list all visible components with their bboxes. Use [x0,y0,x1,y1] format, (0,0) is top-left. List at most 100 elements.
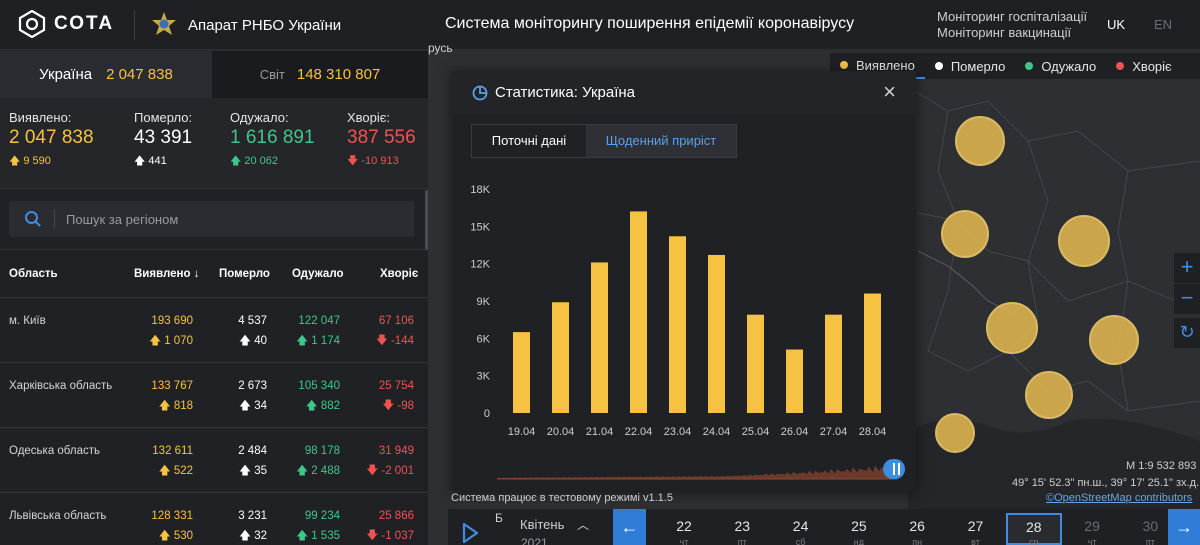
month-year: 2021 [521,536,548,545]
stat-value: 2 047 838 [9,127,94,148]
rnbo-link[interactable]: Апарат РНБО України [150,11,341,39]
died-dot-icon [934,62,943,70]
chart-bar[interactable] [864,293,881,413]
chart-bar[interactable] [591,262,608,413]
chart-bar[interactable] [630,211,647,413]
table-row[interactable]: Харківська область 133 767 🡅 818 2 673 🡅 3… [0,363,428,428]
search-section [0,188,428,250]
month-selector[interactable]: Квітень [520,517,565,532]
vaccination-monitoring-link[interactable]: Моніторинг вакцинації [937,25,1072,40]
zoom-in-button[interactable]: + [1174,253,1200,283]
cell-died: 2 484 🡅 35 [238,445,267,482]
chart-bar[interactable] [552,302,569,413]
col-detected-label: Виявлено [134,268,191,280]
table-row[interactable]: Львівська область 128 331 🡅 530 3 231 🡅 32… [0,493,428,545]
legend-label: Одужало [1041,58,1097,74]
x-tick-label: 27.04 [820,426,848,438]
timeline-weekday: пт [1145,537,1155,545]
legend-recovered[interactable]: Одужало [1015,53,1106,79]
timeline-weekday: сб [795,537,806,545]
reset-view-button[interactable]: ↻ [1174,318,1200,348]
chart-bar[interactable] [513,332,530,413]
scope-world[interactable]: Світ 148 310 807 [212,51,428,98]
timeline-day[interactable]: 26 [909,518,925,534]
cell-recovered: 105 340 🡅 882 [298,380,340,417]
scope-world-label: Світ [259,67,285,82]
cell-value: 105 340 [298,380,340,392]
daily-growth-chart: 0 3K 6K 9K 12K 15K 18K 19.04 20.04 21.04 22.04 23.0… [470,184,886,438]
table-row[interactable]: м. Київ 193 690 🡅 1 070 4 537 🡅 40 122 047… [0,298,428,363]
cell-delta-value: 1 535 [311,530,340,542]
chart-bar[interactable] [669,236,686,413]
arrow-up-icon: 🡅 [158,530,171,542]
timeline-day[interactable]: 30 [1142,518,1159,534]
chart-bar[interactable] [825,314,842,413]
chart-bar[interactable] [747,314,764,413]
search-box[interactable] [9,201,414,237]
timeline-day[interactable]: 24 [792,518,809,534]
stat-label: Хворіє: [347,110,391,125]
scope-ukraine[interactable]: Україна 2 047 838 [0,51,212,98]
zoom-out-button[interactable]: − [1174,284,1200,314]
cell-value: 2 673 [238,380,267,392]
scope-ukraine-label: Україна [39,66,93,83]
system-title: Система моніторингу поширення епідемії к… [445,15,855,32]
timeline-day[interactable]: 27 [967,518,984,534]
cell-delta-value: 1 174 [311,335,340,347]
cell-delta-value: 530 [173,530,193,542]
chevron-up-icon[interactable]: ︿ [577,518,590,532]
cell-value: 25 754 [378,380,414,392]
timeline-day[interactable]: 22 [676,518,692,534]
tab-daily-growth[interactable]: Щоденний приріст [586,125,736,157]
cell-recovered: 98 178 🡅 2 488 [296,445,340,482]
arrow-up-icon: 🡅 [239,465,251,477]
timeline-weekday: чт [679,537,689,545]
search-input[interactable] [66,211,366,227]
cota-logo[interactable]: СОТА [18,10,114,38]
close-icon[interactable]: × [883,79,896,104]
cell-recovered: 99 234 🡅 1 535 [296,510,340,545]
arrow-up-icon: 🡅 [134,155,146,167]
chart-bar[interactable] [786,349,803,413]
x-tick-label: 19.04 [508,426,536,438]
next-days-button[interactable]: → [1168,509,1200,545]
timeline-day[interactable]: 25 [851,518,867,534]
arrow-up-icon: 🡅 [296,335,309,347]
header-divider [134,10,135,40]
chart-bar[interactable] [708,254,725,413]
table-row[interactable]: Одеська область 132 611 🡅 522 2 484 🡅 35 9… [0,428,428,493]
col-recovered[interactable]: Одужало [292,268,344,280]
lang-uk-button[interactable]: UK [1107,17,1126,32]
left-panel-scrollbar[interactable] [425,190,428,250]
cell-delta: 🡅 35 [238,463,267,482]
col-died[interactable]: Померло [219,268,270,280]
search-icon [25,211,41,227]
map-coordinates: 49° 15' 52.3" пн.ш., 39° 17' 25.1" зх.д. [1012,477,1200,489]
map-bubble [935,413,975,453]
cell-delta-value: 35 [254,465,267,477]
hospitalization-monitoring-link[interactable]: Моніторинг госпіталізації [937,9,1088,24]
cell-value: 4 537 [238,315,267,327]
timeline-day[interactable]: 28 [1005,513,1062,545]
osm-attribution-link[interactable]: ©OpenStreetMap contributors [1046,492,1193,504]
handle-grip-icon [893,463,895,475]
timeline-day[interactable]: 29 [1084,518,1100,534]
cell-delta-value: 818 [173,400,193,412]
legend-label: Хворіє [1132,58,1172,74]
tab-current-data[interactable]: Поточні дані [491,133,567,148]
timeline-day[interactable]: 23 [734,518,751,534]
prev-days-button[interactable]: ← [613,509,646,545]
col-detected[interactable]: Виявлено ↓ [134,268,199,280]
timeline-bar [448,509,1200,545]
range-overview-chart[interactable] [497,457,907,483]
legend-sick[interactable]: Хворіє [1106,53,1181,79]
col-region[interactable]: Область [9,268,58,280]
map-bubble [941,210,989,258]
play-icon[interactable] [448,509,488,545]
legend-died[interactable]: Померло [925,53,1016,79]
lang-en-button[interactable]: EN [1154,17,1173,32]
cell-delta: 🡅 882 [298,398,340,417]
col-sick[interactable]: Хворіє [380,268,419,280]
cell-delta: 🡅 522 [152,463,193,482]
cell-delta-value: 1 070 [164,335,193,347]
